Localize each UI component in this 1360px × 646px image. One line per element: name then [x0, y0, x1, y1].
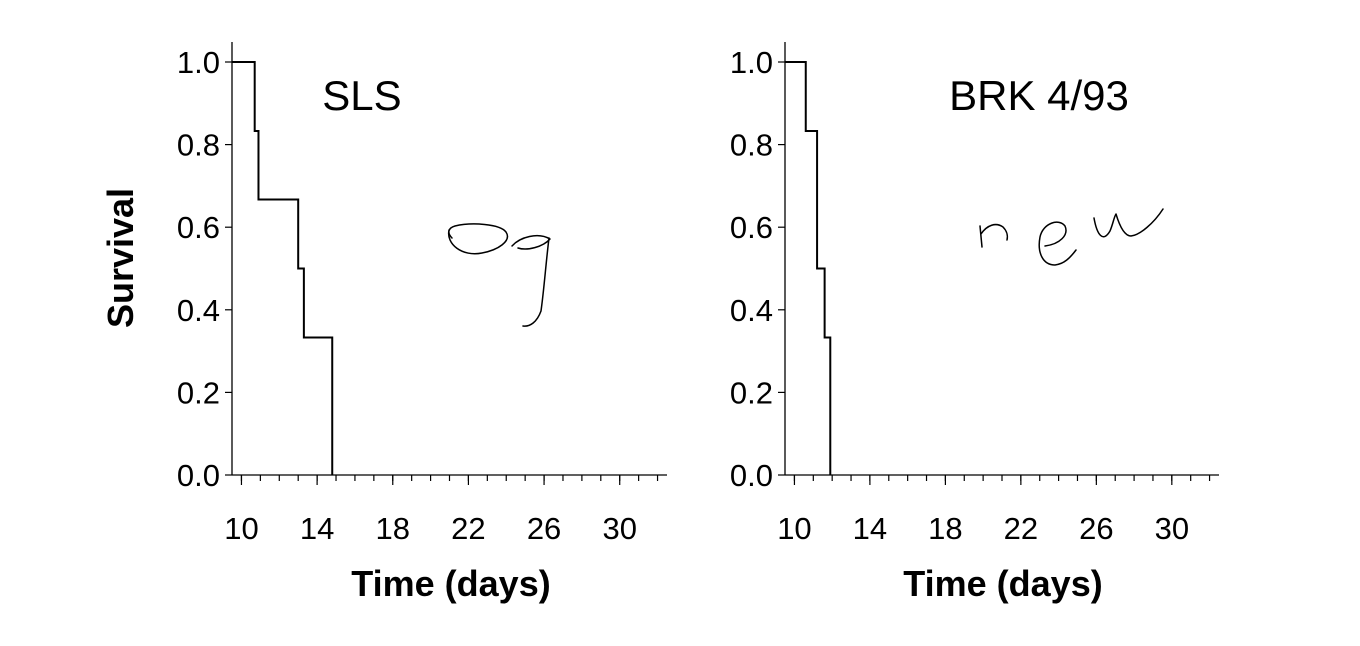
panel-title: SLS [322, 72, 401, 119]
chart-panel-sls: SLS Survival Time (days) 0.0 0.2 0.4 0.6 0.8… [100, 42, 667, 604]
handwritten-annotation-og [447, 223, 551, 327]
survival-step-curve [232, 61, 334, 475]
y-tick-label: 0.4 [730, 293, 773, 328]
y-tick-label: 0.0 [177, 458, 220, 493]
x-axis-title: Time (days) [351, 563, 550, 604]
y-tick-label: 0.2 [177, 375, 220, 410]
y-tick-label: 0.8 [730, 128, 773, 163]
y-tick-label: 0.0 [730, 458, 773, 493]
x-tick-label: 26 [527, 511, 561, 546]
y-tick-label: 1.0 [730, 45, 773, 80]
x-tick-label: 30 [602, 511, 636, 546]
handwritten-annotation-new [979, 208, 1164, 266]
x-tick-label: 18 [928, 511, 962, 546]
y-tick-label: 0.2 [730, 375, 773, 410]
x-tick-label: 22 [451, 511, 485, 546]
y-tick-label: 0.6 [177, 210, 220, 245]
x-tick-label: 14 [300, 511, 334, 546]
x-tick-label: 22 [1004, 511, 1038, 546]
y-tick-label: 0.8 [177, 128, 220, 163]
y-tick-label: 0.6 [730, 210, 773, 245]
x-tick-label: 18 [376, 511, 410, 546]
x-axis-title: Time (days) [903, 563, 1102, 604]
x-tick-label: 26 [1079, 511, 1113, 546]
y-tick-label: 0.4 [177, 293, 220, 328]
x-tick-label: 10 [224, 511, 258, 546]
y-tick-label: 1.0 [177, 45, 220, 80]
chart-panel-brk-4-93: BRK 4/93 Time (days) 0.0 0.2 0.4 0.6 0.8 1.0 1… [730, 42, 1219, 604]
y-axis-title: Survival [100, 188, 141, 328]
panel-title: BRK 4/93 [949, 72, 1129, 119]
x-tick-label: 10 [777, 511, 811, 546]
x-tick-label: 14 [853, 511, 887, 546]
survival-step-curve [785, 61, 832, 475]
x-tick-label: 30 [1155, 511, 1189, 546]
